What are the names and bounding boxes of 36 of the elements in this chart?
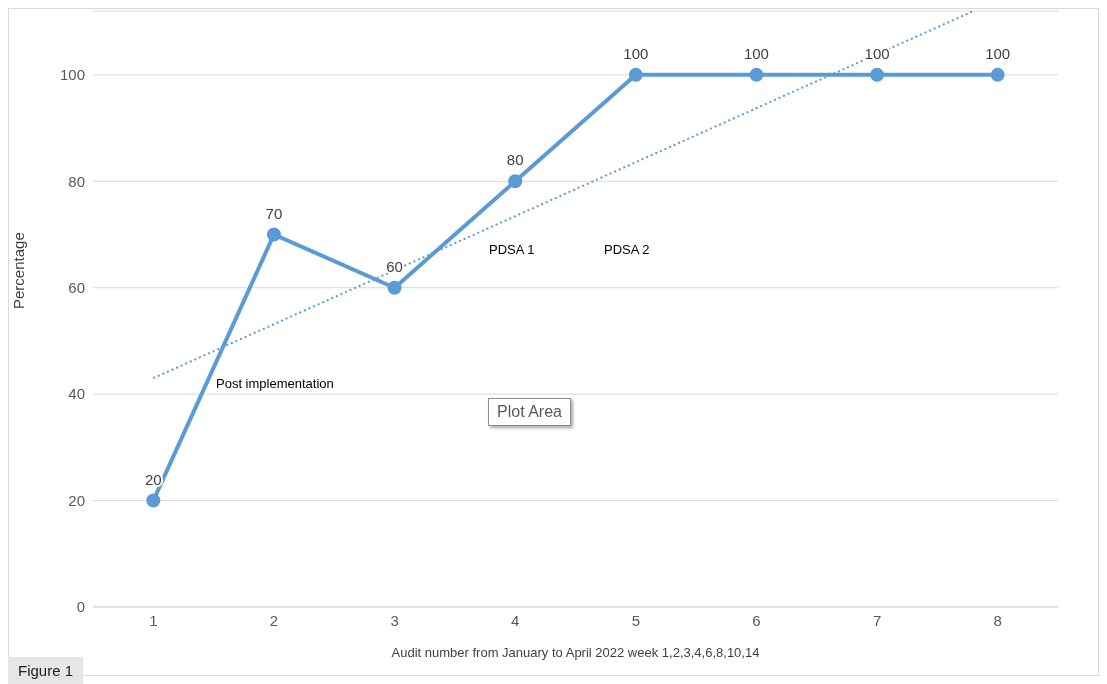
data-label: 80 — [506, 151, 524, 169]
point — [628, 67, 643, 82]
y-tick-label: 80 — [68, 172, 85, 190]
x-tick-label: 7 — [872, 611, 882, 629]
y-tick-label: 0 — [76, 598, 85, 616]
point — [387, 280, 402, 295]
data-label: 100 — [743, 44, 769, 62]
data-label: 20 — [144, 470, 162, 488]
point — [266, 227, 281, 242]
x-tick-label: 4 — [511, 611, 520, 629]
x-tick-label: 5 — [631, 611, 640, 629]
point — [508, 174, 523, 189]
annotation: Post implementation — [216, 376, 334, 391]
data-label: 100 — [623, 44, 649, 62]
point — [749, 67, 764, 82]
x-tick-label: 8 — [993, 611, 1002, 629]
x-tick-label: 2 — [269, 611, 279, 629]
annotation: PDSA 2 — [604, 242, 650, 257]
point — [990, 67, 1005, 82]
y-tick-label: 100 — [59, 66, 85, 84]
y-tick-label: 40 — [68, 385, 85, 403]
y-axis-title: Percentage — [10, 232, 28, 309]
data-label: 70 — [265, 204, 283, 222]
point — [146, 493, 161, 508]
x-tick-label: 1 — [149, 611, 158, 629]
y-tick-label: 20 — [68, 491, 85, 509]
data-label: 60 — [386, 257, 403, 275]
point — [870, 67, 885, 82]
x-tick-label: 3 — [390, 611, 399, 629]
x-axis-title: Audit number from January to April 2022 week 1,2,3,4,6,8,10,14 — [391, 645, 760, 660]
caption: Figure 1 — [8, 657, 84, 684]
y-tick-label: 60 — [68, 279, 85, 297]
annotation: PDSA 1 — [489, 242, 535, 257]
data-label: 100 — [985, 44, 1011, 62]
annotation: Plot Area — [488, 398, 571, 426]
x-tick-label: 6 — [752, 611, 761, 629]
